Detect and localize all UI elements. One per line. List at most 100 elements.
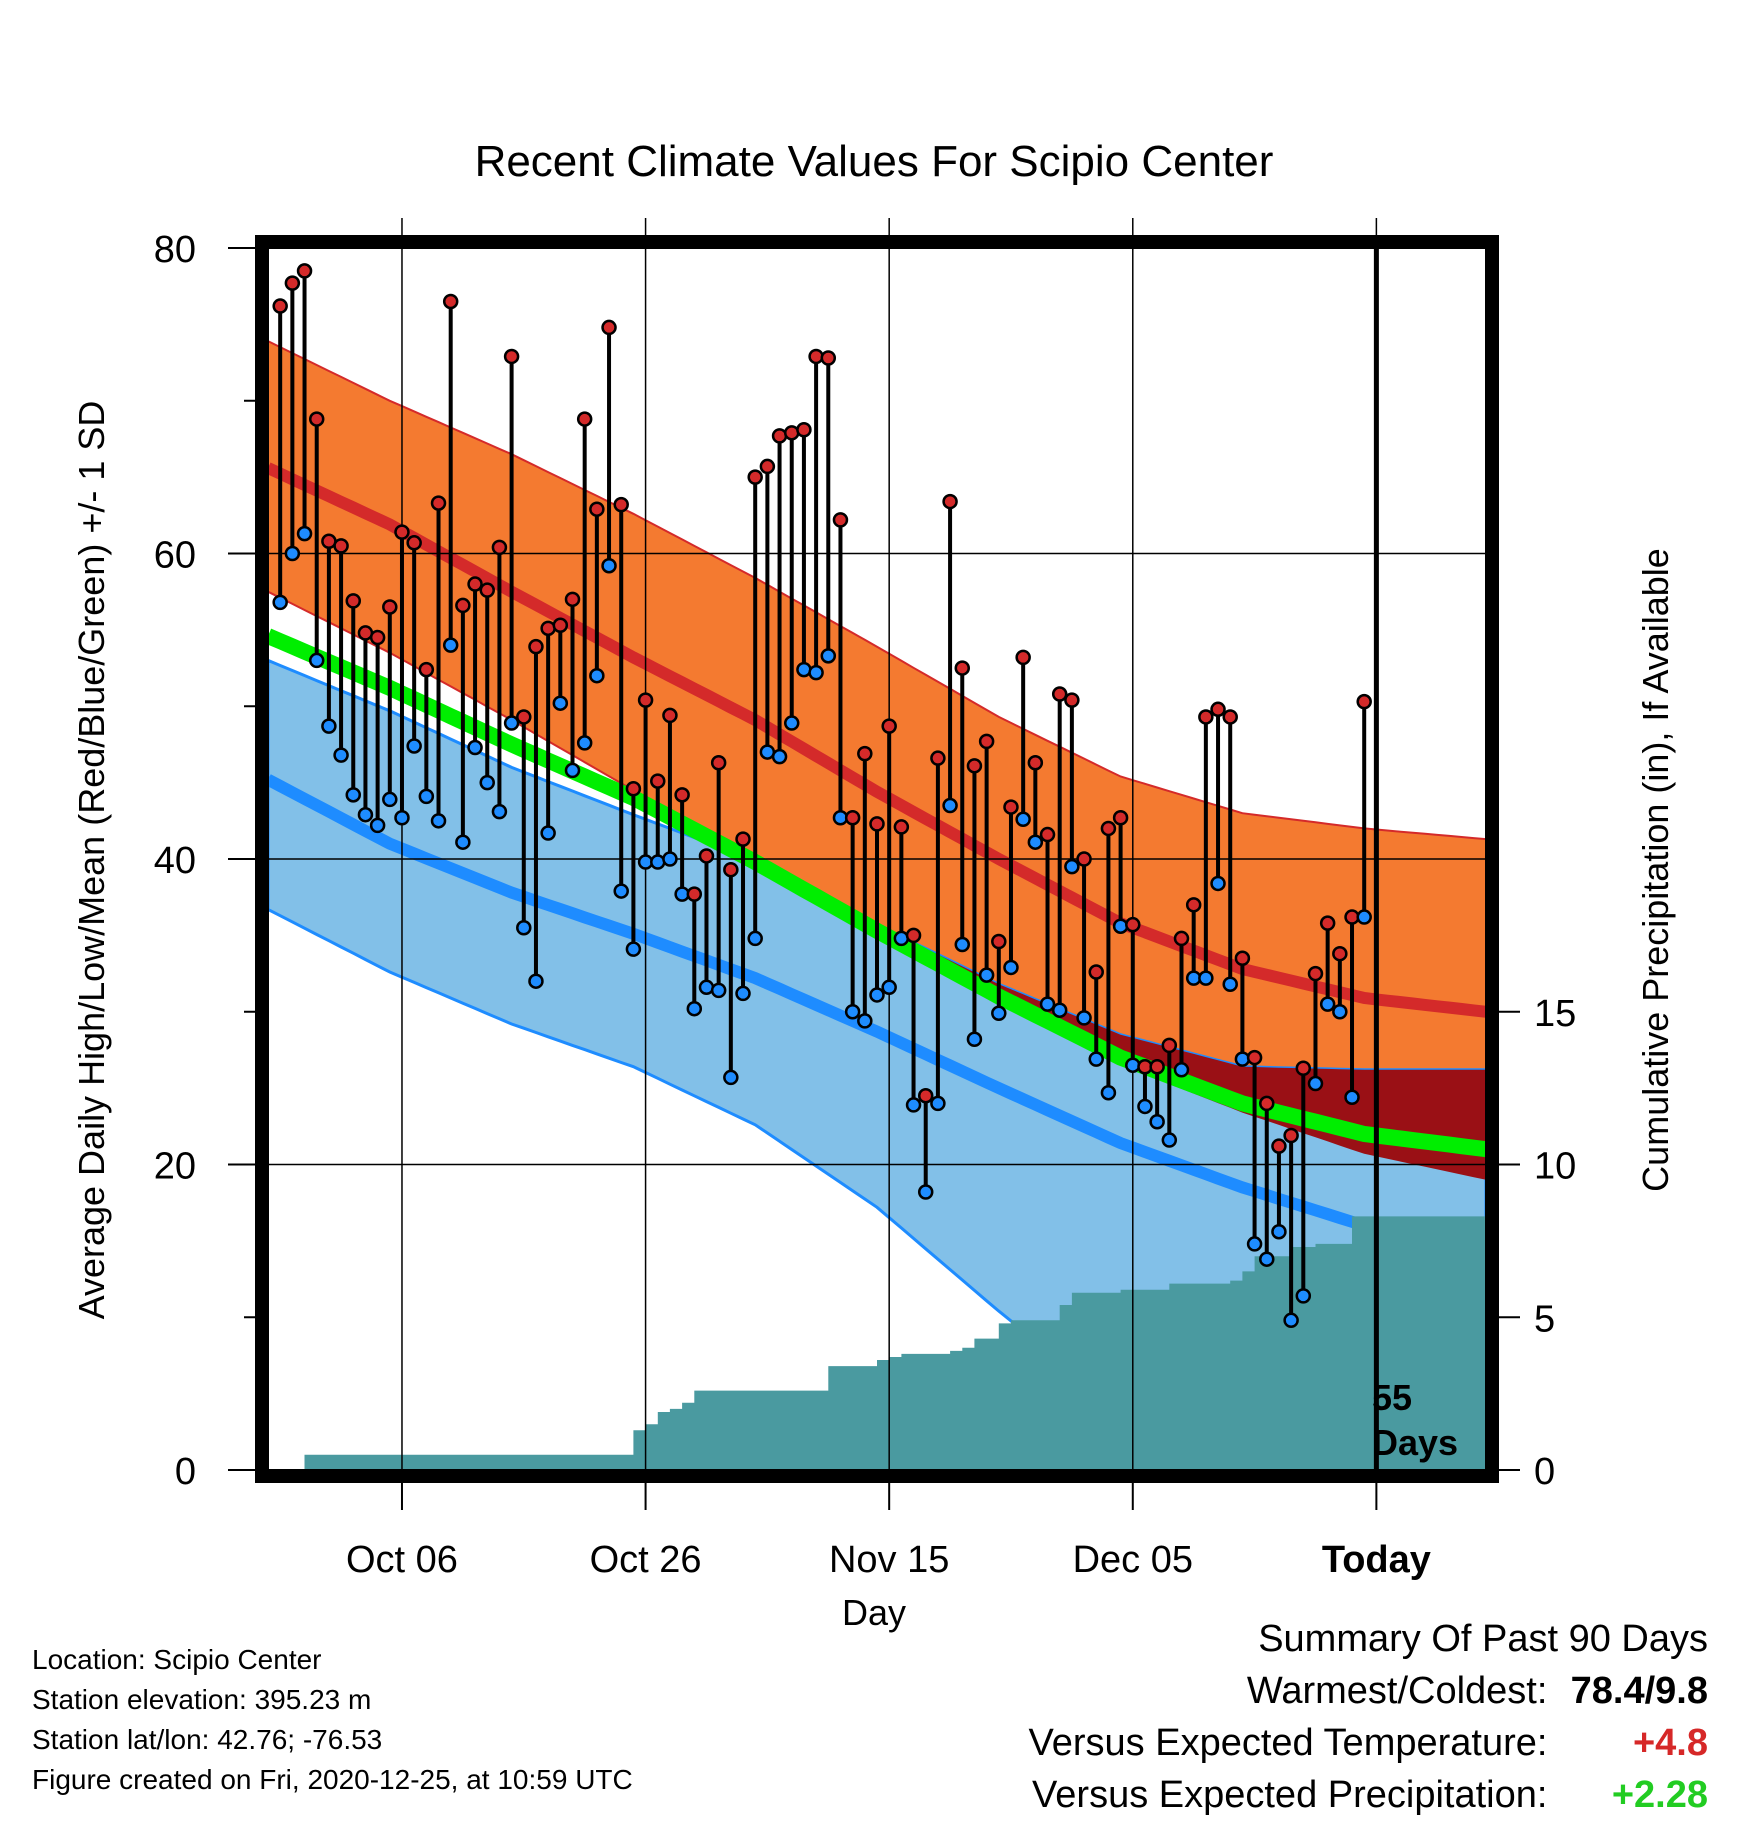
obs-high-point: [881, 718, 897, 734]
obs-low-point: [966, 1031, 983, 1047]
summary-temperature: Versus Expected Temperature: +4.8: [1029, 1722, 1708, 1765]
obs-low-point: [589, 667, 605, 684]
obs-low-point: [406, 738, 422, 754]
today-marker-label-count: 55: [1372, 1377, 1412, 1418]
obs-low-point: [1356, 909, 1372, 925]
obs-low-point: [1319, 996, 1336, 1012]
obs-high-point: [1271, 1138, 1287, 1154]
obs-high-point: [723, 861, 739, 878]
precipitation-value: +2.28: [1611, 1774, 1708, 1816]
obs-high-point: [991, 933, 1007, 950]
obs-high-point: [893, 819, 910, 835]
obs-high-point: [954, 660, 971, 676]
obs-low-point: [284, 545, 301, 562]
obs-high-point: [516, 709, 532, 725]
obs-high-point: [1185, 897, 1202, 913]
y-tick-label: 40: [154, 840, 196, 882]
precipitation-area: [268, 1216, 1486, 1470]
obs-high-point: [442, 293, 459, 310]
obs-high-point: [369, 629, 386, 646]
obs-low-point: [430, 813, 447, 829]
obs-high-point: [1332, 945, 1348, 962]
obs-high-point: [1283, 1127, 1299, 1144]
obs-low-point: [1088, 1051, 1104, 1067]
obs-low-point: [1173, 1062, 1190, 1078]
obs-high-point: [1064, 692, 1080, 708]
obs-high-point: [625, 780, 642, 797]
obs-low-point: [625, 941, 642, 957]
obs-high-point: [455, 597, 471, 614]
obs-high-point: [1112, 810, 1129, 826]
obs-high-point: [869, 816, 885, 832]
latlon-text: Station lat/lon: 42.76; -76.53: [32, 1724, 383, 1755]
obs-high-point: [1295, 1060, 1312, 1077]
obs-high-point: [1222, 709, 1238, 725]
obs-high-point: [406, 535, 422, 551]
y-tick-label: 20: [154, 1146, 196, 1188]
obs-high-point: [1088, 964, 1104, 980]
obs-low-point: [869, 987, 885, 1003]
obs-low-point: [686, 1000, 703, 1017]
obs-low-point: [710, 982, 727, 999]
obs-high-point: [1246, 1049, 1263, 1066]
obs-high-point: [747, 469, 763, 485]
obs-low-point: [308, 652, 325, 669]
obs-low-point: [552, 695, 569, 711]
obs-low-point: [382, 791, 398, 808]
obs-low-point: [1283, 1312, 1299, 1329]
obs-low-point: [954, 936, 971, 953]
obs-high-point: [296, 263, 313, 279]
obs-low-point: [930, 1095, 946, 1112]
obs-low-point: [917, 1184, 934, 1200]
obs-high-point: [637, 692, 654, 708]
obs-low-point: [698, 979, 715, 996]
obs-low-point: [1344, 1089, 1360, 1106]
obs-low-point: [662, 851, 678, 867]
obs-high-point: [528, 638, 544, 655]
obs-low-point: [503, 715, 520, 731]
obs-high-point: [333, 538, 349, 554]
obs-high-point: [820, 350, 837, 366]
obs-high-point: [698, 848, 715, 864]
obs-high-point: [686, 886, 703, 902]
obs-high-point: [272, 298, 288, 314]
obs-low-point: [564, 762, 581, 779]
obs-high-point: [491, 539, 508, 556]
station-info: Location: Scipio Center Station elevatio…: [32, 1640, 633, 1800]
today-marker-label: 55 Days: [1372, 1377, 1458, 1463]
obs-low-point: [1271, 1223, 1287, 1240]
obs-low-point: [808, 664, 824, 681]
obs-high-point: [601, 319, 617, 336]
obs-low-point: [1137, 1098, 1153, 1115]
obs-low-point: [1246, 1236, 1263, 1252]
obs-high-point: [345, 593, 362, 609]
obs-high-point: [284, 275, 301, 291]
obs-low-point: [747, 930, 763, 947]
obs-high-point: [576, 411, 593, 427]
summary-precipitation: Versus Expected Precipitation: +2.28: [1032, 1774, 1708, 1817]
obs-high-point: [1161, 1037, 1178, 1054]
obs-high-point: [540, 620, 556, 637]
obs-low-point: [1198, 970, 1214, 986]
obs-high-point: [1198, 709, 1214, 725]
obs-low-point: [735, 985, 751, 1002]
obs-low-point: [418, 788, 435, 805]
obs-low-point: [576, 735, 593, 751]
obs-high-point: [674, 787, 690, 803]
obs-high-point: [1076, 851, 1092, 867]
obs-high-point: [771, 428, 788, 444]
obs-low-point: [369, 817, 386, 834]
obs-high-point: [1234, 950, 1251, 967]
x-tick-label: Oct 26: [590, 1539, 702, 1581]
obs-low-point: [1259, 1251, 1275, 1267]
obs-high-point: [430, 495, 447, 511]
obs-low-point: [905, 1097, 922, 1113]
obs-low-point: [1064, 858, 1080, 875]
y2-axis-label: Cumulative Precipitation (in), If Availa…: [1635, 548, 1676, 1192]
obs-high-point: [710, 755, 727, 771]
obs-high-point: [1356, 693, 1372, 710]
obs-high-point: [1100, 820, 1117, 837]
y2-tick-label: 0: [1534, 1451, 1555, 1493]
warm-cold-value: 78.4/9.8: [1570, 1670, 1708, 1712]
obs-low-point: [601, 557, 617, 574]
